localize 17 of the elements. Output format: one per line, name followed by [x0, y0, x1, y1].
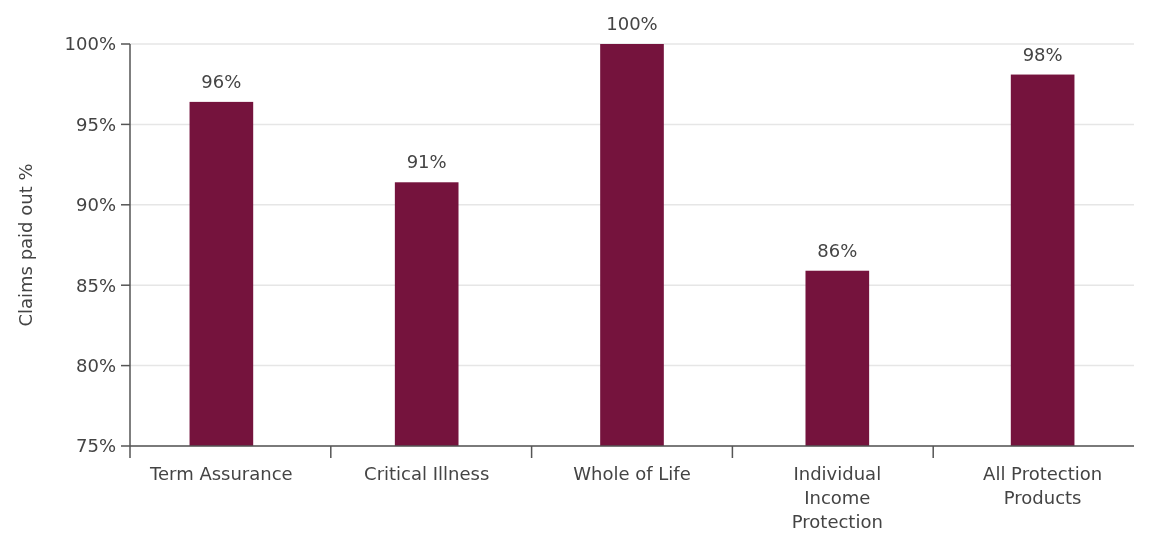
y-tick-label: 80%	[75, 354, 116, 376]
data-label: 96%	[201, 70, 242, 92]
y-tick-label: 100%	[64, 33, 116, 55]
x-tick-label: All Protection Products	[983, 463, 1103, 508]
data-label: 100%	[606, 13, 658, 34]
x-tick-label: Critical Illness	[364, 463, 490, 484]
data-label: 98%	[1022, 43, 1063, 65]
y-tick-label: 90%	[75, 194, 116, 216]
x-tick-label: Term Assurance	[149, 463, 293, 484]
y-tick-label: 95%	[75, 113, 116, 135]
x-tick-label: Whole of Life	[573, 463, 691, 484]
y-tick-label: 85%	[75, 274, 116, 296]
data-label: 91%	[406, 151, 447, 173]
x-tick-label: Individual Income Protection	[791, 463, 883, 532]
y-axis-title: Claims paid out %	[15, 163, 36, 327]
y-tick-label: 75%	[75, 435, 116, 457]
data-label: 86%	[817, 239, 858, 261]
